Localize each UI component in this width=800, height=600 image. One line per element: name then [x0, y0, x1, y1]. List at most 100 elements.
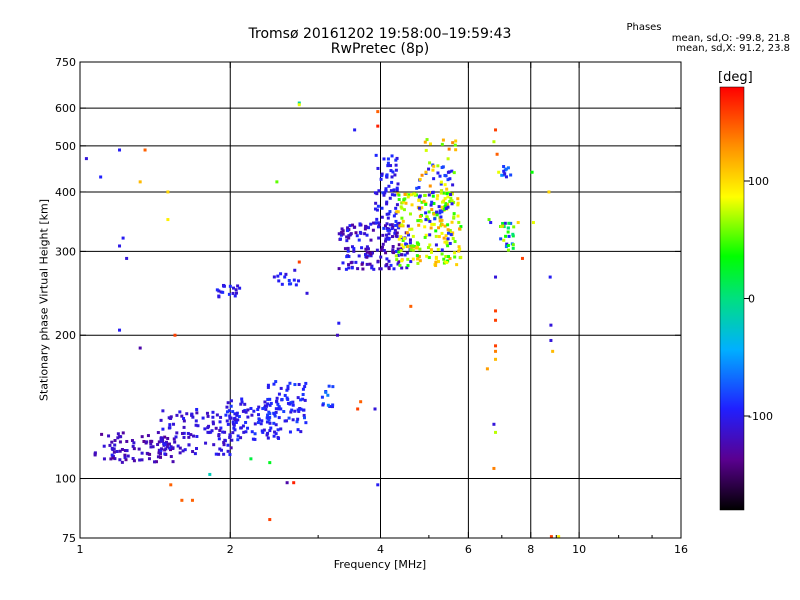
data-point [130, 439, 134, 443]
data-point [244, 430, 248, 434]
data-point [440, 223, 444, 227]
data-point [211, 415, 215, 419]
data-point [194, 419, 198, 423]
data-point [253, 432, 257, 436]
data-point [360, 262, 364, 266]
data-point [166, 436, 170, 440]
data-point [299, 430, 303, 434]
data-point [385, 202, 389, 206]
data-point [266, 402, 270, 406]
data-point [366, 247, 370, 251]
data-point [296, 396, 300, 400]
data-point [446, 195, 450, 199]
data-point [395, 203, 399, 207]
data-point [374, 153, 378, 157]
data-point [143, 148, 147, 152]
data-point [408, 227, 412, 231]
data-point [511, 243, 515, 247]
data-point [274, 380, 278, 384]
data-point [450, 220, 454, 224]
data-point [404, 201, 408, 205]
data-point [448, 177, 452, 181]
data-point [346, 229, 350, 233]
data-point [401, 219, 405, 223]
data-point [494, 349, 498, 353]
data-point [386, 228, 390, 232]
data-point [394, 163, 398, 167]
data-point [504, 234, 508, 238]
data-point [427, 256, 431, 260]
data-point [238, 286, 242, 290]
data-point [427, 210, 431, 214]
data-point [272, 434, 276, 438]
data-point [395, 231, 399, 235]
data-point [331, 385, 335, 389]
y-tick-label: 100 [55, 473, 76, 486]
data-point [126, 454, 130, 458]
data-point [118, 244, 122, 248]
data-point [226, 449, 230, 453]
data-point [169, 448, 173, 452]
data-point [203, 427, 207, 431]
data-point [418, 214, 422, 218]
x-tick-label: 2 [227, 543, 234, 556]
data-point [326, 393, 330, 397]
data-point [218, 428, 222, 432]
data-point [437, 260, 441, 264]
data-point [268, 412, 272, 416]
data-point [439, 182, 443, 186]
data-point [237, 415, 241, 419]
data-point [274, 407, 278, 411]
data-point [444, 202, 448, 206]
data-point [393, 228, 397, 232]
data-point [273, 430, 277, 434]
data-point [195, 434, 199, 438]
data-point [380, 215, 384, 219]
data-point [345, 239, 349, 243]
data-point [341, 261, 345, 265]
data-point [382, 248, 386, 252]
data-point [249, 406, 253, 410]
data-point [250, 430, 254, 434]
colorbar-title: [deg] [718, 70, 753, 85]
data-point [228, 435, 232, 439]
data-point [370, 264, 374, 268]
data-point [400, 243, 404, 247]
data-point [431, 168, 435, 172]
data-point [225, 419, 229, 423]
data-point [345, 255, 349, 259]
data-point [268, 429, 272, 433]
data-point [338, 237, 342, 241]
data-point [112, 447, 116, 451]
data-point [438, 219, 442, 223]
data-point [459, 255, 463, 259]
data-point [494, 318, 498, 322]
data-point [502, 169, 506, 173]
data-point [233, 418, 237, 422]
data-point [396, 222, 400, 226]
data-point [222, 452, 226, 456]
data-point [376, 204, 380, 208]
data-point [376, 110, 380, 114]
data-point [142, 439, 146, 443]
data-point [287, 416, 291, 420]
data-point [262, 428, 266, 432]
data-point [241, 409, 245, 413]
data-point [392, 267, 396, 271]
data-point [348, 233, 352, 237]
data-point [502, 165, 506, 169]
data-point [549, 338, 553, 342]
data-point [446, 228, 450, 232]
data-point [259, 422, 263, 426]
data-point [446, 231, 450, 235]
data-point [443, 173, 447, 177]
data-point [178, 410, 182, 414]
data-point [297, 279, 301, 283]
data-point [393, 173, 397, 177]
data-point [276, 436, 280, 440]
data-point [507, 234, 511, 238]
data-point [406, 224, 410, 228]
data-point [369, 238, 373, 242]
y-tick-label: 600 [55, 102, 76, 115]
